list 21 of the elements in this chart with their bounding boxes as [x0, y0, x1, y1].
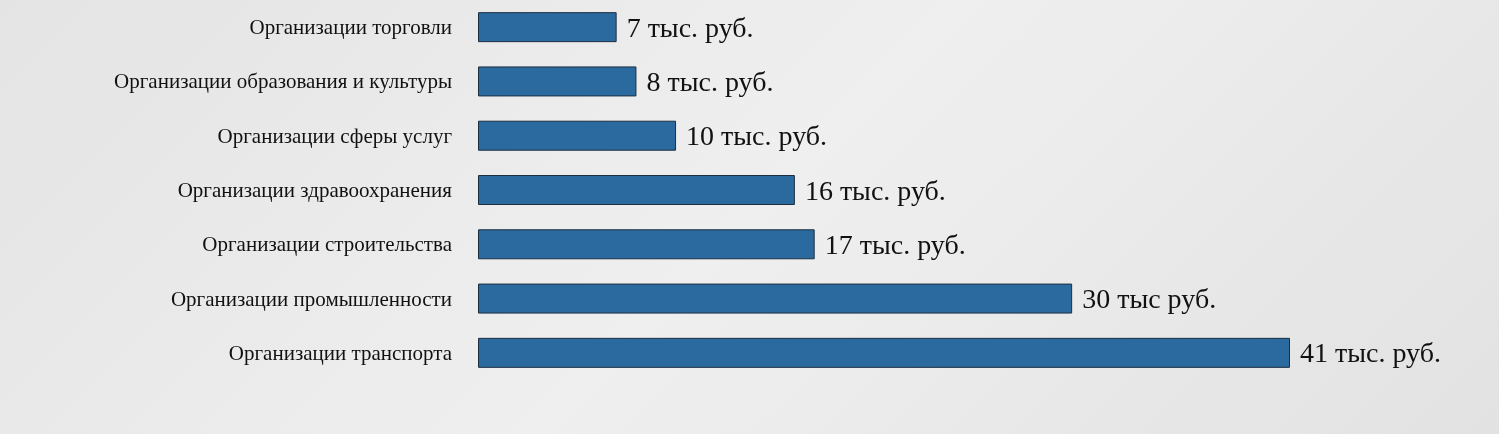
data-label: 8 тыс. руб.	[646, 65, 774, 97]
data-label: 10 тыс. руб.	[686, 120, 828, 152]
y-tick-label: Организации сферы услуг	[217, 123, 453, 148]
y-tick-label: Организации промышленности	[170, 286, 452, 311]
y-tick-label: Организации здравоохранения	[177, 178, 453, 202]
bar	[478, 229, 815, 260]
y-tick-label: Организации образования и культуры	[114, 69, 452, 94]
bar	[478, 120, 677, 151]
y-tick-label: Организации строительства	[202, 232, 453, 257]
data-label: 7 тыс. руб.	[626, 11, 754, 43]
bar	[478, 283, 1073, 314]
bar	[478, 337, 1290, 368]
bar	[478, 66, 637, 97]
data-label: 17 тыс. руб.	[824, 228, 966, 260]
bar	[478, 12, 617, 43]
y-tick-label: Организации торговли	[249, 15, 452, 40]
data-label: 30 тыс руб.	[1082, 283, 1217, 315]
data-label: 41 тыс. руб.	[1300, 337, 1441, 369]
y-tick-label: Организации транспорта	[228, 340, 453, 365]
bar	[478, 175, 795, 205]
data-label: 16 тыс. руб.	[804, 174, 946, 206]
